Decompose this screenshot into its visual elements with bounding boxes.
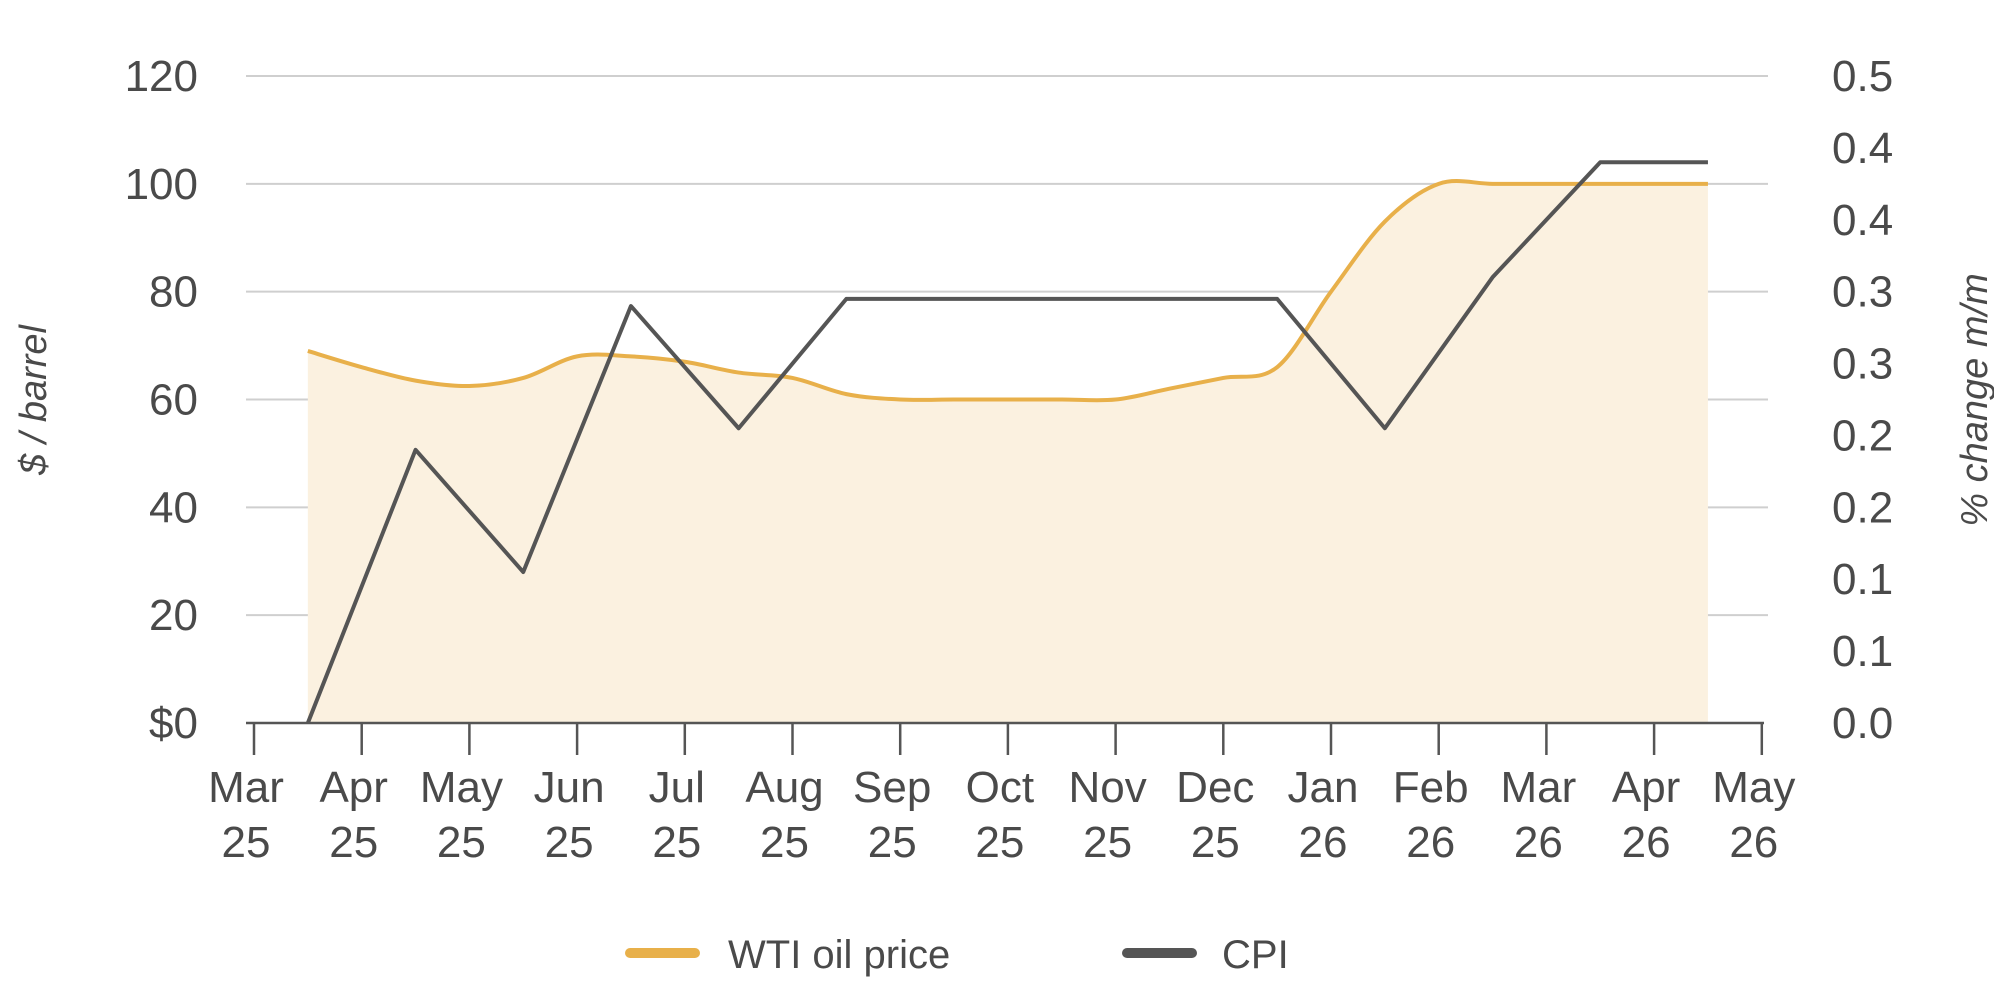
x-tick-year: 25	[1083, 818, 1132, 867]
x-tick-month: Apr	[319, 763, 387, 812]
x-tick-month: May	[420, 763, 503, 812]
left-tick-label: 80	[149, 268, 198, 317]
right-axis-title: % change m/m	[1954, 273, 1994, 526]
left-tick-label: 20	[149, 591, 198, 640]
left-tick-label: $0	[149, 699, 198, 748]
right-tick-label: 0.5	[1832, 52, 1893, 101]
cpi-line	[305, 160, 1708, 724]
x-tick-month: Jul	[649, 763, 705, 812]
x-tick-year: 25	[652, 818, 701, 867]
right-tick-label: 0.4	[1832, 124, 1893, 173]
right-y-ticks: 0.0 0.1 0.1 0.2 0.2 0.3 0.3 0.4 0.4 0.5	[1832, 52, 1893, 748]
left-tick-label: 40	[149, 483, 198, 532]
x-tick-month: Mar	[1501, 763, 1577, 812]
left-tick-label: 60	[149, 376, 198, 425]
x-tick-month: Dec	[1176, 763, 1254, 812]
right-tick-label: 0.1	[1832, 555, 1893, 604]
x-tick-month: Jun	[534, 763, 605, 812]
wti-line	[307, 179, 1708, 403]
x-tick-month: Sep	[853, 763, 931, 812]
x-tick-month: May	[1712, 763, 1795, 812]
left-y-ticks: $0 20 40 60 80 100 120	[125, 52, 198, 748]
left-tick-label: 120	[125, 52, 198, 101]
x-tick-month: Aug	[745, 763, 823, 812]
wti-area	[307, 181, 1708, 723]
x-tick-year: 26	[1729, 818, 1778, 867]
x-tick-year: 25	[437, 818, 486, 867]
right-tick-label: 0.3	[1832, 268, 1893, 317]
x-tick-year: 26	[1299, 818, 1348, 867]
x-tick-year: 25	[1191, 818, 1240, 867]
x-tick-month: Apr	[1612, 763, 1680, 812]
left-tick-label: 100	[125, 160, 198, 209]
x-axis-ticks: Mar 25 Apr 25 May 25 Jun 25 Jul 25 Aug 25 Sep 25 Oct 25…	[208, 723, 1795, 867]
x-tick-month: Feb	[1393, 763, 1469, 812]
x-tick-year: 26	[1622, 818, 1671, 867]
x-tick-year: 25	[868, 818, 917, 867]
x-tick-year: 25	[329, 818, 378, 867]
x-tick-year: 26	[1406, 818, 1455, 867]
right-tick-label: 0.3	[1832, 340, 1893, 389]
x-tick-year: 25	[760, 818, 809, 867]
x-tick-month: Nov	[1068, 763, 1146, 812]
right-tick-label: 0.0	[1832, 699, 1893, 748]
legend-label-cpi: CPI	[1222, 933, 1289, 977]
x-tick-year: 26	[1514, 818, 1563, 867]
x-tick-year: 25	[545, 818, 594, 867]
right-tick-label: 0.2	[1832, 483, 1893, 532]
x-tick-month: Jan	[1288, 763, 1359, 812]
right-tick-label: 0.4	[1832, 196, 1893, 245]
x-tick-year: 25	[975, 818, 1024, 867]
legend-label-wti: WTI oil price	[728, 933, 950, 977]
wti-area-layer	[307, 181, 1708, 723]
x-tick-month: Mar	[208, 763, 284, 812]
right-tick-label: 0.2	[1832, 411, 1893, 460]
series-lines	[305, 160, 1708, 724]
right-tick-label: 0.1	[1832, 627, 1893, 676]
legend: WTI oil price CPI	[625, 933, 1289, 977]
x-tick-month: Oct	[966, 763, 1034, 812]
left-axis-title: $ / barrel	[13, 323, 55, 476]
x-tick-year: 25	[222, 818, 271, 867]
